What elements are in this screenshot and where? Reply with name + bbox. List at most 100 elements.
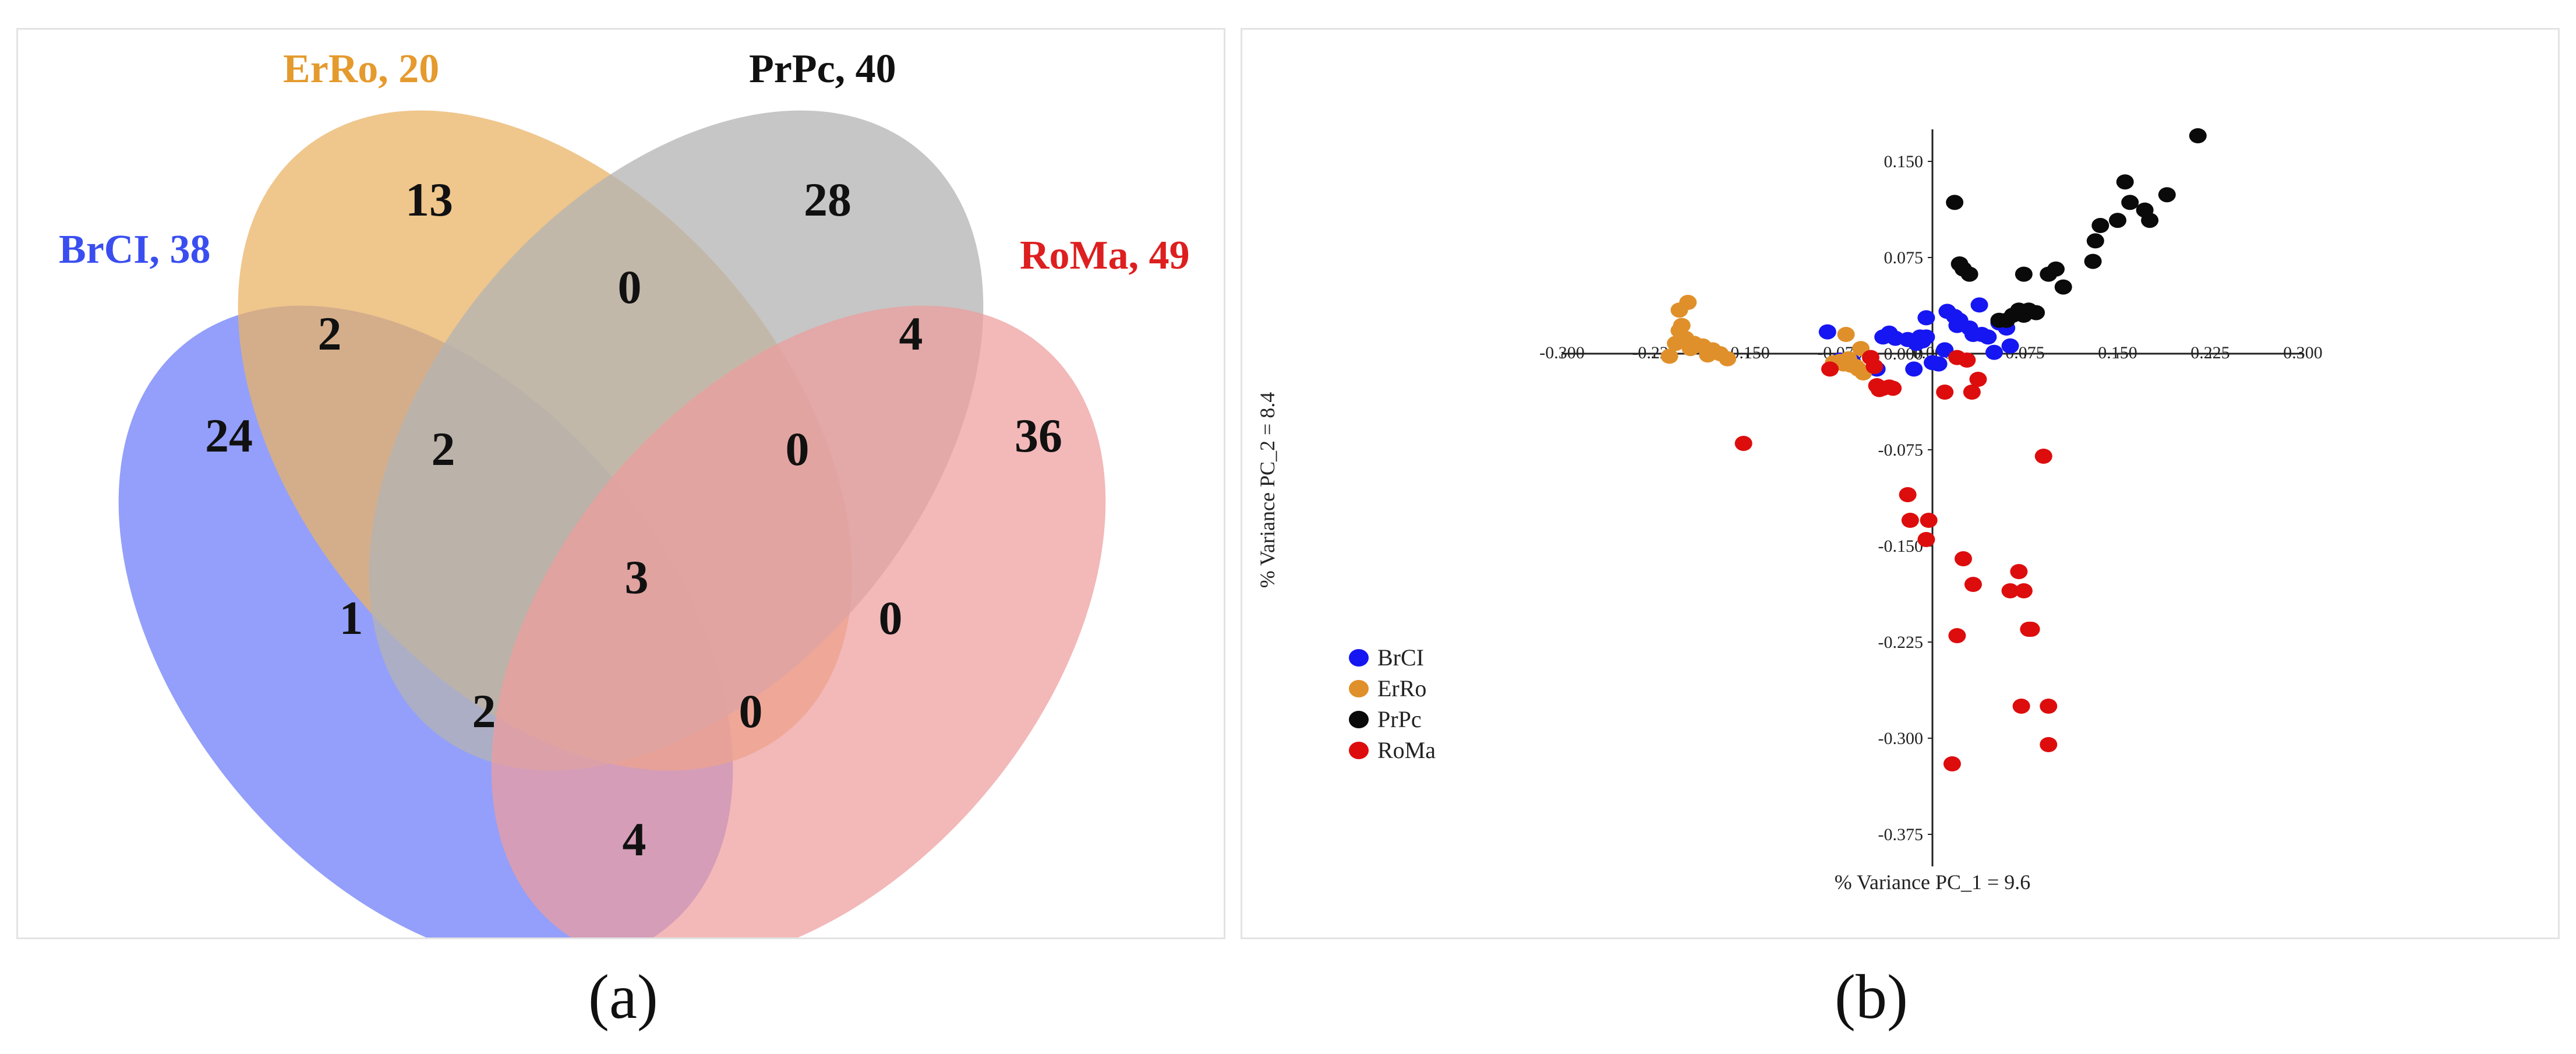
panel-label-a: (a) xyxy=(588,963,658,1032)
count-roma-only: 36 xyxy=(1015,409,1062,462)
point-roma xyxy=(1821,361,1839,377)
point-roma xyxy=(2022,622,2040,637)
prpc-set-title: PrPc, 40 xyxy=(749,47,896,91)
point-roma xyxy=(1948,628,1966,643)
erro-set-title: ErRo, 20 xyxy=(283,47,439,91)
point-roma xyxy=(2012,699,2030,714)
point-prpc xyxy=(2141,213,2159,228)
count-all-four: 3 xyxy=(625,551,649,604)
point-roma xyxy=(1958,352,1976,368)
y-tick-label: -0.225 xyxy=(1878,633,1924,652)
y-tick-label: 0.075 xyxy=(1884,248,1924,267)
point-roma xyxy=(1955,551,1972,566)
point-prpc xyxy=(2121,195,2139,210)
point-roma xyxy=(1899,487,1917,502)
point-brci xyxy=(1979,329,1997,345)
point-brci xyxy=(2001,338,2019,354)
legend-marker-prpc xyxy=(1349,711,1369,728)
legend-label-brci: BrCI xyxy=(1377,644,1424,671)
point-roma xyxy=(2040,699,2058,714)
point-roma xyxy=(2010,564,2028,579)
point-erro xyxy=(1660,348,1679,364)
venn-panel: BrCI, 38 ErRo, 20 PrPc, 40 RoMa, 49 24 1… xyxy=(16,28,1225,966)
x-tick-label: -0.300 xyxy=(1539,343,1585,362)
legend-label-erro: ErRo xyxy=(1377,675,1426,702)
point-prpc xyxy=(1946,195,1964,210)
point-prpc xyxy=(2189,128,2207,143)
panel-label-b: (b) xyxy=(1835,963,1908,1032)
point-brci xyxy=(1917,329,1935,345)
count-brci-erro-prpc: 2 xyxy=(432,422,455,475)
legend-marker-erro xyxy=(1349,680,1369,697)
point-erro xyxy=(1849,361,1867,377)
x-tick-label: 0.225 xyxy=(2190,343,2230,362)
point-prpc xyxy=(1960,266,1978,282)
y-tick-label: -0.150 xyxy=(1878,537,1924,556)
pca-scatter-chart: -0.300-0.225-0.150-0.0750.0000.0750.1500… xyxy=(1256,128,2323,894)
point-prpc xyxy=(2086,233,2104,249)
count-erro-prpc: 0 xyxy=(618,260,642,313)
point-roma xyxy=(1920,513,1938,528)
point-roma xyxy=(1943,756,1961,771)
count-erro-only: 13 xyxy=(405,173,453,226)
point-prpc xyxy=(2158,187,2176,203)
point-prpc xyxy=(2091,218,2109,233)
point-brci xyxy=(1930,356,1948,372)
count-erro-prpc-roma: 0 xyxy=(786,422,810,475)
count-brci-erro: 2 xyxy=(318,307,342,360)
point-roma xyxy=(2015,583,2033,598)
x-tick-label: 0.300 xyxy=(2283,343,2323,362)
point-prpc xyxy=(2015,266,2033,282)
point-brci xyxy=(1985,344,2003,360)
legend-label-prpc: PrPc xyxy=(1377,706,1422,732)
legend-marker-brci xyxy=(1349,649,1369,667)
point-brci xyxy=(1917,310,1935,326)
y-tick-label: 0.150 xyxy=(1884,152,1924,171)
point-roma xyxy=(1901,513,1919,528)
y-tick-label: -0.300 xyxy=(1878,729,1924,748)
count-prpc-roma: 4 xyxy=(899,307,923,360)
point-erro xyxy=(1679,295,1697,310)
roma-set-title: RoMa, 49 xyxy=(1020,233,1190,278)
point-roma xyxy=(2034,449,2052,464)
count-brci-prpc-roma: 2 xyxy=(472,685,496,738)
y-tick-label: -0.075 xyxy=(1878,440,1924,460)
data-points xyxy=(1660,128,2207,771)
point-roma xyxy=(1865,359,1884,374)
point-erro xyxy=(1837,327,1855,342)
point-prpc xyxy=(2054,279,2072,295)
point-roma xyxy=(1936,385,1954,400)
point-roma xyxy=(1963,385,1981,400)
point-erro xyxy=(1673,318,1691,333)
point-roma xyxy=(2040,737,2058,752)
point-brci xyxy=(1818,324,1836,340)
pca-panel: -0.300-0.225-0.150-0.0750.0000.0750.1500… xyxy=(1241,28,2560,939)
legend: BrCI ErRo PrPc RoMa xyxy=(1349,644,1436,763)
point-roma xyxy=(1917,532,1935,547)
count-brci-erro-roma: 0 xyxy=(739,685,763,738)
point-brci xyxy=(1938,304,1956,319)
x-axis-title: % Variance PC_1 = 9.6 xyxy=(1835,870,2031,894)
count-brci-only: 24 xyxy=(205,409,253,462)
point-prpc xyxy=(2109,213,2126,228)
count-brci-roma: 4 xyxy=(623,813,646,866)
count-erro-roma: 0 xyxy=(879,591,903,644)
roma-set-ellipse xyxy=(491,305,1106,966)
point-brci xyxy=(1936,342,1954,358)
x-tick-label: 0.150 xyxy=(2098,343,2137,362)
point-roma xyxy=(1964,577,1982,592)
venn-diagram: BrCI, 38 ErRo, 20 PrPc, 40 RoMa, 49 24 1… xyxy=(59,47,1190,966)
point-brci xyxy=(1970,297,1988,313)
y-axis-title: % Variance PC_2 = 8.4 xyxy=(1256,392,1279,588)
legend-marker-roma xyxy=(1349,742,1369,759)
count-brci-prpc: 1 xyxy=(340,591,363,644)
point-prpc xyxy=(2027,305,2045,320)
brci-set-title: BrCI, 38 xyxy=(59,227,211,272)
axes: -0.300-0.225-0.150-0.0750.0000.0750.1500… xyxy=(1539,129,2323,866)
point-roma xyxy=(1734,436,1752,451)
point-prpc xyxy=(2047,261,2065,277)
point-brci xyxy=(1905,361,1923,377)
point-prpc xyxy=(2116,174,2134,190)
count-prpc-only: 28 xyxy=(804,173,851,226)
point-roma xyxy=(1969,372,1987,387)
